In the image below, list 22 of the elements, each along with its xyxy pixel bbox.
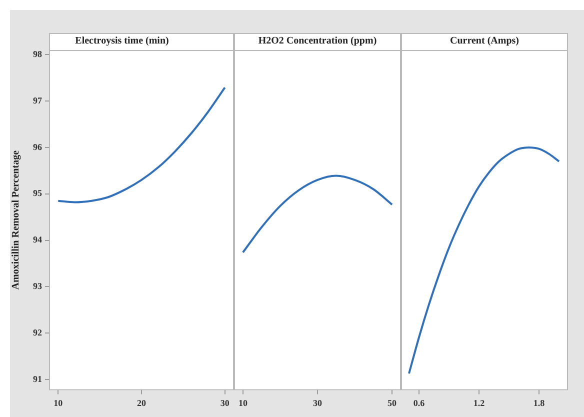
chart-title: H2O2 Concentration (ppm) [258,36,377,47]
x-tick-label: 1.2 [473,398,486,408]
y-axis-title: Amoxicillin Removal Percentage [10,150,22,290]
chart-title: Electroysis time (min) [75,36,169,47]
x-tick-label: 10 [238,398,248,408]
x-tick-label: 1.8 [533,398,546,408]
y-tick-label: 98 [33,48,42,59]
y-tick-label: 94 [33,234,42,245]
x-tick-label: 10 [54,398,64,408]
y-tick-label: 97 [33,95,42,106]
y-tick-label: 95 [33,188,42,198]
y-tick-label: 96 [33,142,42,152]
y-tick-label: 93 [33,281,42,292]
y-tick-label: 92 [33,327,42,338]
x-tick-label: 0.6 [413,398,426,408]
x-tick-label: 20 [137,398,146,408]
line-series [57,86,226,204]
x-tick-label: 30 [313,398,322,408]
y-tick-label: 91 [33,374,42,384]
x-tick-label: 30 [220,398,230,408]
chart-title: Current (Amps) [450,36,519,47]
x-tick-label: 50 [388,398,398,408]
